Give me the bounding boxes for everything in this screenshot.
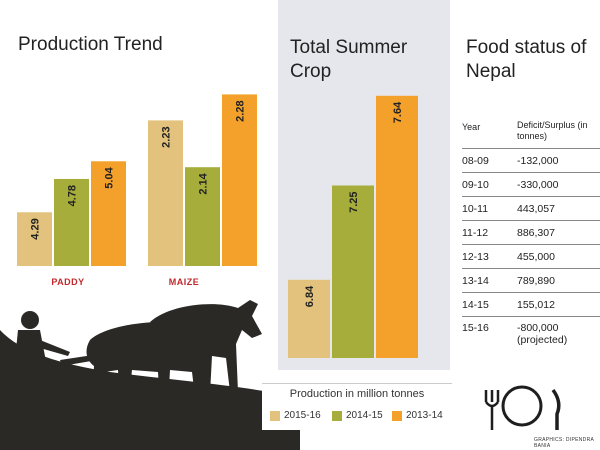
category-label-paddy: PADDY [51, 277, 84, 287]
row-value: -132,000 [517, 155, 597, 167]
table-row: 08-09 -132,000 [462, 149, 600, 173]
table-row: 11-12 886,307 [462, 221, 600, 245]
bar-value-labels: 4.29 4.78 5.04 2.23 2.14 2.28 6.84 7.25 7.64 [30, 100, 405, 307]
row-value-text: 155,012 [517, 298, 555, 311]
table-rows: 08-09 -132,000 09-10 -330,000 10-11 443,057 11… [462, 149, 600, 346]
food-status-title: Food status of Nepal [466, 37, 587, 82]
maize-bar-2013-14 [222, 94, 257, 267]
summer-crop-bar-2015-16 [288, 279, 330, 358]
legend-swatch-2014-15 [332, 410, 342, 421]
legend-label-2014-15: 2014-15 [346, 410, 383, 421]
food-status-table: Year Deficit/Surplus (in tonnes) 08-09 -1… [462, 120, 600, 346]
table-row: 15-16 -800,000 (projected) [462, 317, 600, 346]
legend-swatch-2015-16 [270, 410, 280, 421]
bar-layer [17, 94, 418, 359]
table-row: 10-11 443,057 [462, 197, 600, 221]
row-value: 789,890 [517, 275, 597, 287]
graphics-credit: GRAPHICS: DIPENDRA BANIA [534, 437, 594, 449]
row-year: 09-10 [462, 178, 489, 191]
header-deficit-surplus: Deficit/Surplus (in tonnes) [517, 120, 588, 141]
maize-bar-2015-16 [148, 120, 183, 267]
production-trend-title: Production Trend [18, 34, 163, 55]
legend-item-2015-16: 2015-16 [270, 410, 321, 421]
row-year: 15-16 [462, 322, 489, 334]
legend-item-2013-14: 2013-14 [392, 410, 443, 421]
row-value: 443,057 [517, 203, 597, 215]
row-note: (projected) [517, 334, 568, 346]
table-row: 09-10 -330,000 [462, 173, 600, 197]
summer-crop-value-label-2014-15: 7.25 [348, 192, 360, 213]
row-value-text: 789,890 [517, 274, 555, 287]
paddy-bar-2014-15 [54, 178, 89, 266]
row-value-text: 443,057 [517, 202, 555, 215]
total-summer-crop-title: Total Summer Crop [290, 37, 408, 82]
row-value: 455,000 [517, 251, 597, 263]
row-year: 14-15 [462, 298, 489, 311]
legend-label-2013-14: 2013-14 [406, 410, 443, 421]
table-row: 13-14 789,890 [462, 269, 600, 293]
summer-crop-bar-2014-15 [332, 185, 374, 358]
row-year: 10-11 [462, 202, 489, 215]
header-year: Year [462, 122, 481, 132]
plate-fork-knife-icon [484, 385, 561, 430]
table-row: 12-13 455,000 [462, 245, 600, 269]
legend: Production in million tonnes 2015-16 201… [262, 383, 452, 430]
row-year: 11-12 [462, 226, 489, 239]
legend-label-2015-16: 2015-16 [284, 410, 321, 421]
table-row: 14-15 155,012 [462, 293, 600, 317]
farmer-ploughing-illustration [0, 300, 300, 450]
row-value-text: -800,000 [517, 322, 559, 334]
row-value-text: 455,000 [517, 250, 555, 263]
paddy-value-label-2014-15: 4.78 [67, 185, 79, 206]
legend-swatch-2013-14 [392, 410, 402, 421]
paddy-bar-2015-16 [17, 212, 52, 266]
paddy-value-label-2013-14: 5.04 [104, 166, 116, 188]
paddy-bar-2013-14 [91, 161, 126, 266]
category-label-maize: MAIZE [169, 277, 200, 287]
row-year: 08-09 [462, 154, 489, 167]
row-year: 13-14 [462, 274, 489, 287]
summer-crop-bar-2013-14 [376, 95, 418, 359]
row-value: -330,000 [517, 179, 597, 191]
legend-item-2014-15: 2014-15 [332, 410, 383, 421]
table-header: Year Deficit/Surplus (in tonnes) [462, 120, 600, 149]
maize-value-label-2015-16: 2.23 [161, 126, 173, 147]
maize-value-label-2014-15: 2.14 [198, 172, 210, 194]
summer-crop-value-label-2013-14: 7.64 [392, 101, 404, 123]
row-value: -800,000 (projected) [517, 322, 597, 346]
row-value-text: -132,000 [517, 154, 559, 167]
row-value: 155,012 [517, 299, 597, 311]
legend-title: Production in million tonnes [289, 388, 425, 400]
row-value: 886,307 [517, 227, 597, 239]
row-year: 12-13 [462, 250, 489, 263]
row-value-text: 886,307 [517, 226, 555, 239]
summer-crop-value-label-2015-16: 6.84 [304, 285, 316, 307]
maize-value-label-2013-14: 2.28 [235, 100, 247, 121]
paddy-value-label-2015-16: 4.29 [30, 218, 42, 239]
row-value-text: -330,000 [517, 178, 559, 191]
maize-bar-2014-15 [185, 167, 220, 266]
